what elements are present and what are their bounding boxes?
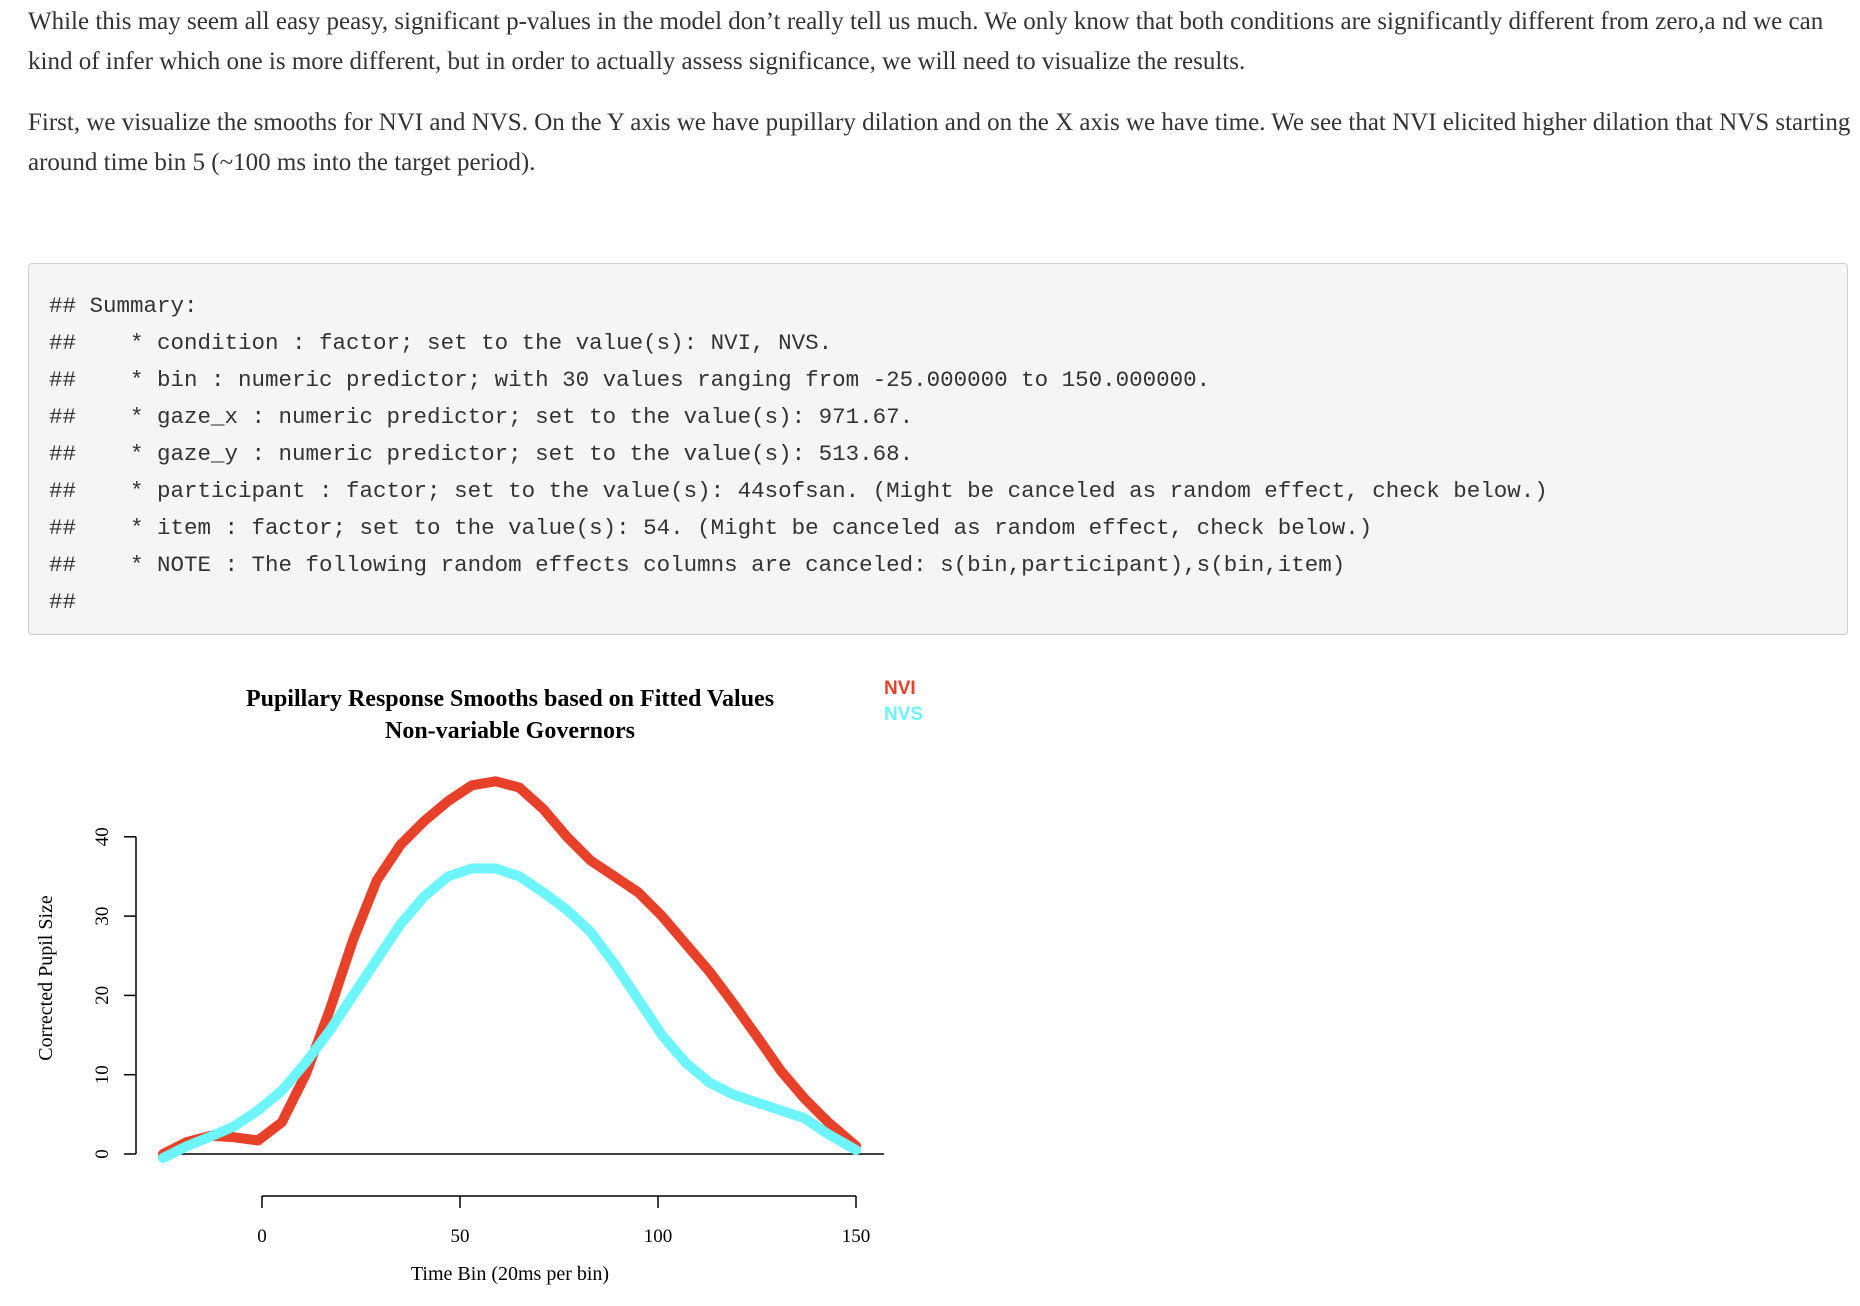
y-tick-label: 40	[92, 827, 113, 846]
series-line-nvs	[158, 863, 861, 1163]
y-axis-label: Corrected Pupil Size	[35, 895, 57, 1061]
intro-paragraph: While this may seem all easy peasy, sign…	[28, 8, 1824, 75]
chart-title: Pupillary Response Smooths based on Fitt…	[246, 686, 774, 712]
description-paragraph: First, we visualize the smooths for NVI …	[28, 109, 1851, 176]
chart-subtitle: Non-variable Governors	[385, 718, 635, 744]
code-line: ## * gaze_x : numeric predictor; set to …	[49, 404, 914, 430]
y-tick-label: 20	[92, 986, 113, 1005]
chart-legend: NVI NVS	[884, 678, 923, 725]
x-axis-label: Time Bin (20ms per bin)	[411, 1263, 609, 1285]
y-tick-label: 0	[92, 1149, 113, 1159]
x-tick-label: 100	[644, 1226, 673, 1247]
code-line: ## * gaze_y : numeric predictor; set to …	[49, 441, 914, 467]
x-tick-label: 150	[842, 1226, 871, 1247]
pupil-response-chart: Pupillary Response Smooths based on Fitt…	[35, 678, 923, 1285]
code-line: ## * bin : numeric predictor; with 30 va…	[49, 367, 1211, 393]
y-axis: 0 10 20 30 40	[92, 827, 137, 1159]
code-line: ## * NOTE : The following random effects…	[49, 552, 1346, 578]
code-line: ##	[49, 589, 90, 615]
series-line-nvi	[158, 776, 861, 1159]
x-tick-label: 0	[257, 1226, 267, 1247]
series-lines	[158, 776, 861, 1163]
y-tick-label: 10	[92, 1065, 113, 1084]
code-line: ## * condition : factor; set to the valu…	[49, 330, 833, 356]
code-line: ## * item : factor; set to the value(s):…	[49, 515, 1373, 541]
code-output-block: ## Summary: ## * condition : factor; set …	[28, 263, 1848, 635]
code-output-text: ## Summary: ## * condition : factor; set …	[49, 288, 1548, 621]
code-line: ## Summary:	[49, 293, 198, 319]
x-tick-label: 50	[451, 1226, 470, 1247]
legend-entry-nvi: NVI	[884, 678, 916, 699]
y-tick-label: 30	[92, 907, 113, 926]
code-line: ## * participant : factor; set to the va…	[49, 478, 1548, 504]
legend-entry-nvs: NVS	[884, 704, 923, 725]
x-axis: 0 50 100 150	[257, 1195, 871, 1247]
